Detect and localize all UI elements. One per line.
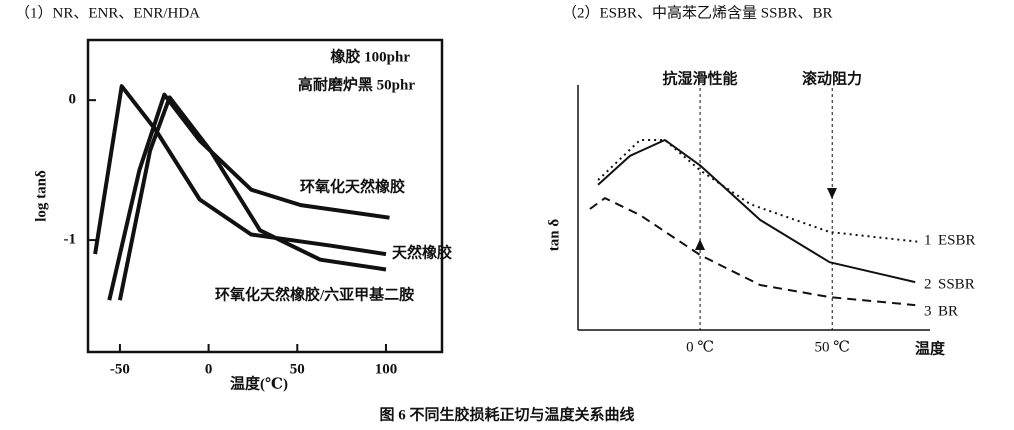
- series-label: ESBR: [938, 232, 976, 248]
- chart-title: （2）ESBR、中高苯乙烯含量 SSBR、BR: [562, 4, 832, 21]
- annotation: 抗湿滑性能: [662, 69, 737, 87]
- series-number: 3: [924, 303, 932, 319]
- x-tick-label: -50: [110, 361, 130, 377]
- x-tick-label: 0: [205, 361, 213, 377]
- x-tick-label: 50: [290, 361, 305, 377]
- caption: 图 6 不同生胶损耗正切与温度关系曲线: [379, 405, 634, 423]
- annotation: 滚动阻力: [802, 69, 862, 87]
- annotation: 橡胶 100phr: [330, 47, 410, 65]
- chart-title: （1）NR、ENR、ENR/HDA: [15, 4, 200, 21]
- x-axis-label: 温度: [915, 339, 946, 357]
- series-label: SSBR: [938, 276, 975, 292]
- arrow: [827, 188, 837, 199]
- series-label: 天然橡胶: [392, 243, 452, 261]
- line: [597, 139, 916, 284]
- line: [589, 197, 916, 307]
- y-tick-label: -1: [64, 232, 77, 248]
- line: [117, 95, 387, 301]
- series-label: 环氧化天然橡胶/六亚甲基二胺: [215, 285, 414, 303]
- series-number: 2: [924, 276, 932, 292]
- line: [597, 139, 920, 243]
- y-axis-label: log tanδ: [33, 170, 49, 222]
- series-number: 1: [924, 232, 932, 248]
- plot-frame: [86, 38, 444, 354]
- line: [107, 92, 390, 301]
- x-tick-label: 50 ℃: [814, 339, 850, 355]
- line: [93, 84, 387, 257]
- series-label: 环氧化天然橡胶: [300, 177, 405, 195]
- x-axis-label: 温度(℃): [230, 374, 288, 392]
- y-axis-label: tan δ: [546, 219, 562, 252]
- series-label: BR: [938, 303, 958, 319]
- x-tick-label: 100: [375, 361, 398, 377]
- annotation: 高耐磨炉黑 50phr: [298, 75, 415, 93]
- y-tick-label: 0: [69, 92, 77, 108]
- x-tick-label: 0 ℃: [686, 339, 714, 355]
